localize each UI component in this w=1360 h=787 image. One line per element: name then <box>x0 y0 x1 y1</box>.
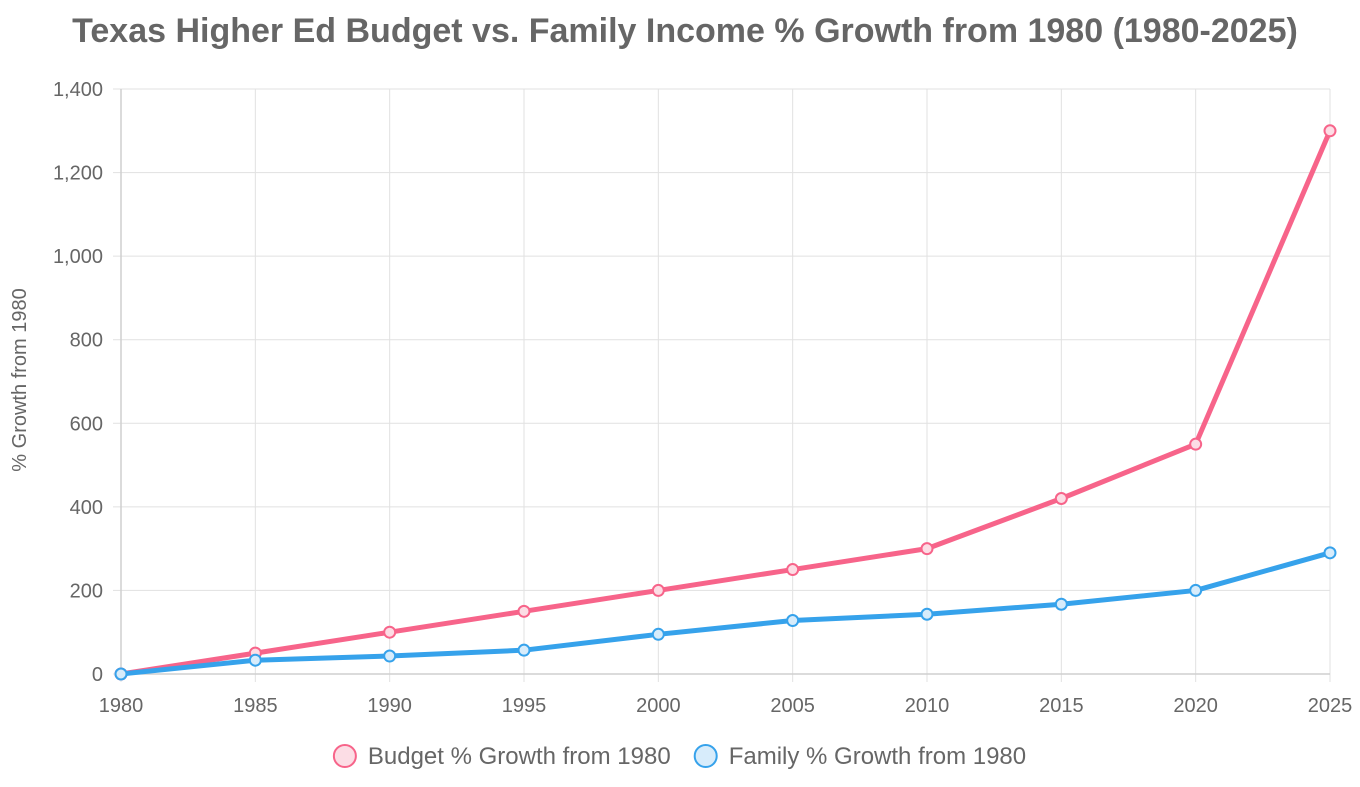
y-axis-title: % Growth from 1980 <box>9 288 31 471</box>
legend: Budget % Growth from 1980 Family % Growth… <box>332 743 1026 770</box>
legend-label: Budget % Growth from 1980 <box>368 743 671 770</box>
data-point <box>651 627 665 641</box>
grid <box>113 88 1331 682</box>
x-tick-label: 2000 <box>636 695 681 717</box>
y-tick-label: 0 <box>92 664 103 686</box>
x-tick-label: 2015 <box>1039 695 1084 717</box>
series-2 <box>114 546 1337 681</box>
y-tick-label: 1,400 <box>53 79 103 101</box>
data-point <box>1054 597 1068 611</box>
y-tick-label: 1,000 <box>53 246 103 268</box>
data-point <box>1323 546 1337 560</box>
data-point <box>383 625 397 639</box>
x-tick-label: 1990 <box>367 695 412 717</box>
legend-swatch <box>332 744 357 768</box>
legend-swatch <box>693 744 718 768</box>
chart-title: Texas Higher Ed Budget vs. Family Income… <box>72 12 1298 50</box>
series <box>114 124 1337 681</box>
x-tick-label: 2020 <box>1173 695 1218 717</box>
data-point <box>1189 437 1203 451</box>
x-tick-label: 1995 <box>502 695 547 717</box>
series-line <box>118 550 1333 677</box>
data-point <box>920 542 934 556</box>
x-tick-label: 2025 <box>1308 695 1353 717</box>
data-point <box>1189 583 1203 597</box>
y-tick-label: 200 <box>70 580 103 602</box>
x-tick-label: 2010 <box>905 695 950 717</box>
legend-item: Family % Growth from 1980 <box>693 743 1026 770</box>
data-point <box>517 643 531 657</box>
data-point <box>248 653 262 667</box>
data-point <box>114 667 128 681</box>
axes: 0 200 400 600 800 1,000 1,200 1,400 1980 1985 1990… <box>53 79 1352 717</box>
y-tick-label: 600 <box>70 413 103 435</box>
data-point <box>1323 124 1337 138</box>
y-tick-label: 400 <box>70 497 103 519</box>
legend-item: Budget % Growth from 1980 <box>332 743 671 770</box>
data-point <box>786 614 800 628</box>
x-tick-label: 1985 <box>233 695 278 717</box>
y-tick-label: 800 <box>70 330 103 352</box>
series-line <box>118 128 1333 677</box>
x-tick-label: 2005 <box>770 695 815 717</box>
x-tick-label: 1980 <box>99 695 144 717</box>
data-point <box>920 607 934 621</box>
data-point <box>786 563 800 577</box>
data-point <box>1054 492 1068 505</box>
data-point <box>517 604 531 618</box>
y-tick-label: 1,200 <box>53 163 103 185</box>
legend-label: Family % Growth from 1980 <box>729 743 1026 770</box>
data-point <box>383 649 397 663</box>
data-point <box>651 583 665 597</box>
